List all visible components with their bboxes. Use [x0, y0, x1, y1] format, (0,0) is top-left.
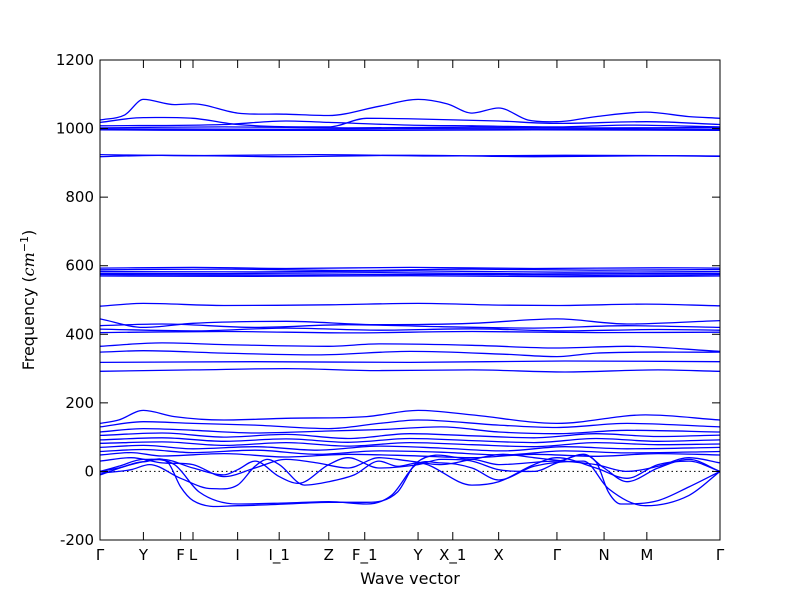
- band-line-3: [100, 120, 720, 128]
- band-line-23: [100, 367, 720, 373]
- band-line-17: [100, 323, 720, 329]
- y-axis-label-main: Frequency (: [19, 276, 38, 370]
- band-line-35: [100, 457, 720, 490]
- x-tick-label: X: [494, 546, 504, 564]
- x-tick-label: Y: [138, 546, 149, 564]
- band-line-24: [100, 409, 720, 425]
- x-tick-label: Γ: [716, 546, 725, 564]
- x-tick-label: Γ: [553, 546, 562, 564]
- band-line-21: [100, 350, 720, 358]
- band-line-26: [100, 426, 720, 435]
- band-line-5: [100, 127, 720, 130]
- band-line-29: [100, 441, 720, 448]
- x-tick-label: Γ: [96, 546, 105, 564]
- plot-frame: [99, 59, 721, 541]
- x-tick-label: F_1: [352, 546, 378, 565]
- band-line-27: [100, 432, 720, 440]
- y-axis-label-close: ): [19, 230, 38, 236]
- y-tick-label: -200: [60, 531, 94, 549]
- band-line-33: [100, 453, 720, 508]
- x-tick-label: I_1: [268, 546, 289, 565]
- y-axis-label-unit: cm: [19, 252, 38, 276]
- x-tick-label: X_1: [439, 546, 466, 565]
- y-tick-label: 400: [65, 325, 94, 343]
- band-line-10: [100, 268, 720, 272]
- x-tick-label: Z: [324, 546, 334, 564]
- band-line-32: [100, 451, 720, 459]
- band-line-18: [100, 327, 720, 332]
- band-line-13: [100, 273, 720, 276]
- y-tick-label: 1200: [56, 51, 94, 69]
- band-line-1: [100, 98, 720, 123]
- x-tick-label: I: [235, 546, 239, 564]
- x-tick-label: F: [176, 546, 185, 564]
- band-line-11: [100, 270, 720, 273]
- band-line-4: [100, 126, 720, 129]
- y-tick-label: 800: [65, 188, 94, 206]
- band-line-19: [100, 330, 720, 334]
- y-tick-label: 0: [84, 462, 94, 480]
- x-tick-label: Y: [412, 546, 423, 564]
- band-lines: [100, 98, 720, 508]
- band-line-2: [100, 116, 720, 128]
- y-tick-label: 600: [65, 257, 94, 275]
- band-line-15: [100, 302, 720, 307]
- y-ticks: -200 0 200 400 600 800 1000 1200: [56, 51, 720, 549]
- band-line-37: [100, 453, 720, 478]
- band-line-34: [100, 458, 720, 507]
- band-line-25: [100, 419, 720, 430]
- y-axis-label-exponent: −1: [18, 236, 31, 252]
- band-line-9: [100, 266, 720, 270]
- band-line-31: [100, 448, 720, 456]
- x-axis-label: Wave vector: [360, 569, 460, 588]
- band-line-20: [100, 342, 720, 353]
- x-tick-label: N: [598, 546, 609, 564]
- y-axis-label: Frequency (cm−1): [18, 230, 38, 371]
- band-line-28: [100, 437, 720, 444]
- x-tick-label: M: [640, 546, 653, 564]
- band-line-12: [100, 271, 720, 275]
- band-line-14: [100, 275, 720, 278]
- band-line-22: [100, 360, 720, 364]
- band-line-8: [100, 154, 720, 158]
- y-tick-label: 200: [65, 394, 94, 412]
- y-tick-label: 1000: [56, 120, 94, 138]
- x-ticks: Γ Y F L I I_1 Z F_1 Y X_1 X Γ N M Γ: [96, 60, 725, 565]
- band-line-36: [100, 453, 720, 485]
- x-tick-label: L: [189, 546, 198, 564]
- band-line-30: [100, 444, 720, 452]
